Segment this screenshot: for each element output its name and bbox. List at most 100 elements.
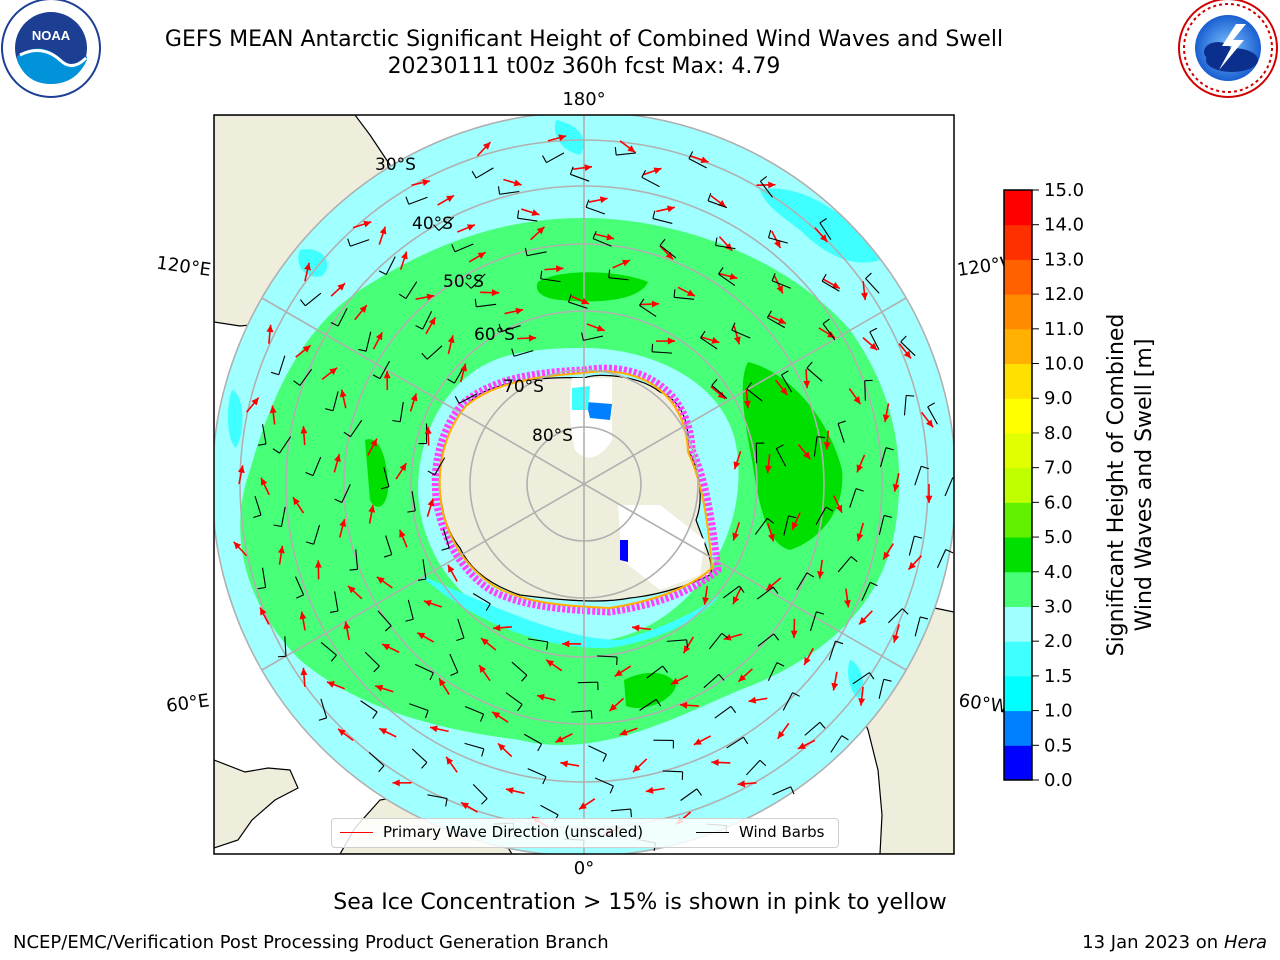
lon-label-60w: 60°W [957, 690, 1009, 718]
wave-direction-arrow [718, 272, 738, 280]
wind-barb [381, 467, 390, 490]
wind-barb [852, 672, 875, 685]
wind-barb [511, 348, 534, 357]
wave-direction-arrow [882, 403, 890, 423]
wind-barb [409, 703, 429, 719]
colorbar-tick-label: 10.0 [1044, 354, 1084, 375]
wave-direction-arrow [925, 484, 933, 503]
wave-direction-arrow [545, 659, 563, 672]
wave-direction-arrow [702, 585, 710, 605]
wave-direction-arrow [424, 426, 432, 446]
wind-barb [652, 210, 673, 224]
wind-barb [903, 394, 915, 416]
wave-direction-arrow [700, 336, 720, 344]
wind-barb [474, 298, 497, 308]
wind-barb [569, 166, 590, 182]
wave-direction-arrow [333, 453, 341, 473]
wind-barb [914, 616, 929, 637]
colorbar-tick-label: 13.0 [1044, 249, 1084, 270]
vector-layer [233, 134, 954, 851]
wind-barb [368, 751, 385, 773]
wind-barb [411, 748, 428, 769]
wind-barb [378, 256, 396, 275]
colorbar-bin [1004, 224, 1032, 260]
wind-barb [766, 310, 786, 329]
wind-barb [718, 267, 736, 286]
wave-direction-arrow [790, 618, 798, 638]
wind-barb [516, 210, 538, 222]
wave-direction-arrow [299, 611, 307, 631]
wave-direction-arrow [429, 725, 449, 733]
wave-direction-arrow [645, 786, 665, 794]
wave-direction-arrow [378, 727, 397, 738]
wind-barb [688, 151, 707, 169]
wind-barb [456, 618, 465, 642]
wave-direction-arrow [437, 194, 455, 206]
wind-barb [347, 238, 370, 247]
colorbar-bin [1004, 745, 1032, 781]
wave-direction-arrow [260, 477, 270, 496]
wind-barb [722, 585, 745, 599]
colorbar-bin [1004, 606, 1032, 642]
nws-logo [1178, 0, 1278, 98]
wind-barb [755, 442, 765, 464]
wave-direction-arrow [517, 334, 537, 342]
colorbar-tick-label: 4.0 [1044, 562, 1073, 583]
wave-direction-arrow [892, 624, 900, 643]
wind-barb [294, 576, 305, 599]
wind-barb [364, 651, 380, 673]
wave-direction-arrow [504, 307, 524, 315]
noaa-logo-text: NOAA [32, 28, 71, 43]
colorbar-bin [1004, 328, 1032, 365]
wave-direction-arrow [354, 304, 368, 321]
wave-direction-arrow [368, 504, 376, 524]
wind-barb [936, 549, 954, 568]
wind-barb [813, 436, 826, 457]
wave-direction-arrow [330, 282, 346, 297]
wind-barb [754, 517, 775, 535]
wave-direction-arrow [536, 693, 556, 701]
wind-barb [360, 700, 378, 719]
wave-direction-arrow [733, 325, 741, 345]
wind-barb [837, 556, 858, 573]
wave-direction-arrow [468, 251, 486, 263]
wind-barb [796, 572, 815, 591]
wave-direction-arrow [693, 735, 712, 746]
wave-direction-arrow [426, 498, 435, 518]
wave-direction-arrow [718, 236, 733, 252]
wind-barb [588, 745, 607, 762]
wave-direction-arrow [560, 760, 580, 768]
wind-barb-legend-label: Wind Barbs [739, 823, 825, 841]
wind-barb [398, 281, 418, 299]
wind-barb [837, 420, 846, 443]
wind-barb [270, 355, 286, 376]
wind-barb [305, 456, 322, 477]
wave-direction-arrow [655, 337, 676, 345]
wind-barb [451, 243, 474, 253]
wind-barb [703, 673, 725, 689]
wave-direction-arrow [640, 300, 660, 308]
wind-barb [257, 567, 267, 590]
wave-direction-arrow [711, 759, 731, 766]
wind-barb [415, 310, 433, 330]
wind-barb [680, 788, 702, 801]
wind-barb [673, 289, 695, 300]
wind-barb [662, 770, 684, 780]
wind-barb [900, 335, 916, 357]
colorbar-ticks: 0.0 0.5 1.0 1.5 2.0 3.0 4.0 5.0 6.0 7.0 8.0 9.0 10.0… [1032, 180, 1084, 791]
wind-barb [465, 273, 486, 289]
wind-barb [861, 581, 878, 601]
wind-barb [497, 186, 520, 195]
wind-barb [666, 639, 688, 648]
wind-barb [511, 661, 528, 682]
wave-direction-arrow [376, 576, 393, 589]
wind-barb [427, 794, 448, 807]
wind-barb [726, 736, 749, 749]
colorbar-bin [1004, 571, 1032, 607]
wave-direction-arrow [677, 286, 696, 297]
wave-direction-arrow [856, 522, 865, 542]
wind-barb [768, 229, 788, 244]
wave-direction-arrow [733, 450, 742, 470]
wave-direction-arrow [497, 742, 513, 758]
graticule [214, 115, 954, 854]
